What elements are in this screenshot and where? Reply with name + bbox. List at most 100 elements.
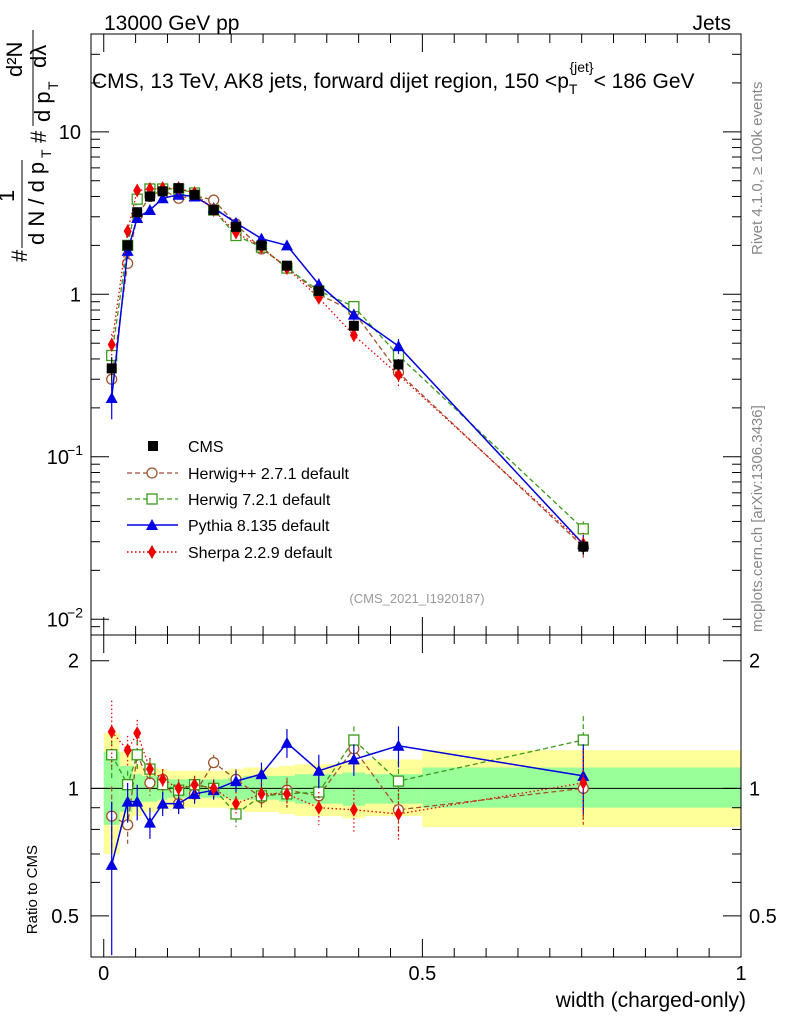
- legend-entry-herwig7: Herwig 7.2.1 default: [127, 492, 331, 509]
- ratio-point-sherpa: [123, 743, 132, 758]
- main-point-sherpa: [394, 367, 403, 382]
- mcplots-label: mcplots.cern.ch [arXiv:1306.3436]: [749, 405, 766, 632]
- main-point-cms: [230, 221, 241, 232]
- main-point-pythia: [280, 239, 293, 251]
- main-y-tick-label: 10: [47, 609, 69, 631]
- ratio-y-tick-label-left: 1: [68, 778, 79, 800]
- ratio-point-sherpa: [394, 806, 403, 821]
- ratio-point-pythia: [105, 858, 118, 870]
- ratio-point-sherpa: [209, 781, 218, 796]
- ratio-plot-frame: [90, 634, 742, 958]
- ratio-point-sherpa: [145, 762, 154, 777]
- ratio-point-pythia: [156, 797, 169, 809]
- x-tick-labels: 0 0.5 1: [98, 963, 746, 985]
- main-y-tick-label-exponent: −1: [67, 442, 83, 458]
- main-point-cms: [144, 191, 155, 202]
- main-point-pythia: [105, 392, 118, 404]
- ratio-point-sherpa: [190, 777, 199, 792]
- legend-marker-cms: [148, 441, 158, 451]
- rivet-label: Rivet 4.1.0, ≥ 100k events: [749, 82, 766, 255]
- plot-title-tail: < 186 GeV: [594, 70, 695, 93]
- ratio-band-inner: [342, 772, 366, 806]
- main-line-pythia: [110, 193, 584, 545]
- legend-entry-cms: CMS: [148, 439, 224, 456]
- ratio-point-sherpa: [579, 775, 588, 790]
- main-point-pythia: [143, 204, 156, 216]
- plot-title: CMS, 13 TeV, AK8 jets, forward dijet reg…: [92, 59, 695, 97]
- main-point-pythia: [131, 211, 144, 223]
- legend-label-sherpa: Sherpa 2.2.9 default: [188, 545, 333, 562]
- legend-marker-pythia: [146, 519, 158, 530]
- ratio-uncertainty-bands: [103, 733, 741, 854]
- legend-entry-sherpa: Sherpa 2.2.9 default: [127, 545, 333, 562]
- ratio-point-sherpa: [158, 772, 167, 787]
- plot-title-main: CMS, 13 TeV, AK8 jets, forward dijet reg…: [92, 70, 569, 93]
- ratio-point-sherpa: [107, 724, 116, 739]
- ratio-point-pythia: [131, 795, 144, 807]
- main-point-pythia: [156, 192, 169, 204]
- x-tick-label: 0.5: [408, 963, 436, 985]
- main-point-cms: [189, 189, 200, 200]
- ratio-point-sherpa: [174, 781, 183, 796]
- ratio-y-tick-label-left: 0.5: [51, 906, 79, 928]
- main-point-sherpa: [133, 183, 142, 198]
- main-point-cms: [106, 363, 117, 374]
- ratio-point-pythia: [188, 787, 201, 799]
- main-point-pythia: [347, 308, 360, 320]
- ratio-y-tick-label-right: 2: [749, 651, 760, 673]
- main-line-herwigpp: [111, 189, 584, 548]
- ratio-y-axis-label: Ratio to CMS: [24, 845, 41, 934]
- category-label: Jets: [692, 12, 731, 35]
- main-line-sherpa: [111, 187, 584, 545]
- ratio-point-pythia: [280, 736, 293, 748]
- ratio-point-sherpa: [349, 802, 358, 817]
- ylabel-den-right: d p: [30, 91, 55, 122]
- ratio-point-pythia: [312, 764, 325, 776]
- legend-entry-pythia: Pythia 8.135 default: [127, 518, 330, 535]
- legend-label-cms: CMS: [188, 439, 224, 456]
- legend-label-herwigpp: Herwig++ 2.7.1 default: [188, 466, 350, 483]
- legend-marker-sherpa: [148, 545, 156, 559]
- x-tick-label: 1: [735, 963, 746, 985]
- main-point-sherpa: [349, 328, 358, 343]
- plot-title-sub: T: [569, 81, 578, 97]
- main-y-axis-label: # 1 d N / d p T # d²N d p T dλ: [0, 30, 61, 262]
- ylabel-den-left: d N / d p: [24, 162, 49, 245]
- ylabel-sub-t-2: T: [45, 81, 61, 90]
- legend-marker-herwig7: [146, 493, 158, 505]
- energy-label: 13000 GeV pp: [104, 12, 239, 35]
- main-series-sherpa: [107, 181, 588, 558]
- legend: CMS Herwig++ 2.7.1 default Herwig 7.2.1 …: [127, 439, 350, 562]
- main-series-cms: [106, 183, 589, 555]
- main-point-cms: [173, 183, 184, 194]
- x-axis-label: width (charged-only): [555, 989, 746, 1012]
- ratio-point-pythia: [392, 739, 405, 751]
- main-point-sherpa: [107, 337, 116, 352]
- main-y-tick-label-exponent: −2: [67, 604, 83, 620]
- main-point-cms: [256, 240, 267, 251]
- ratio-point-sherpa: [231, 796, 240, 811]
- ratio-point-pythia: [347, 753, 360, 765]
- ratio-point-sherpa: [314, 800, 323, 815]
- main-point-cms: [122, 240, 133, 251]
- ratio-point-pythia: [143, 816, 156, 828]
- ratio-point-herwig7: [348, 734, 360, 746]
- main-series-herwigpp: [106, 184, 589, 558]
- legend-label-herwig7: Herwig 7.2.1 default: [188, 492, 331, 509]
- ratio-plot-panel: 0.5 0.5 1 1 2 2 0 0.5 1 Ratio to CMS width (cha…: [24, 634, 777, 1012]
- x-tick-label: 0: [98, 963, 109, 985]
- ylabel-dlambda: dλ: [26, 45, 51, 68]
- ratio-point-sherpa: [282, 786, 291, 801]
- ratio-y-tick-label-left: 2: [68, 651, 79, 673]
- main-point-cms: [393, 359, 404, 370]
- main-point-cms: [313, 285, 324, 296]
- ratio-point-sherpa: [133, 726, 142, 741]
- ratio-point-sherpa: [257, 786, 266, 801]
- main-y-tick-label: 1: [70, 284, 81, 306]
- ratio-point-herwig7: [577, 734, 589, 746]
- ratio-point-herwigpp: [144, 777, 156, 789]
- ratio-y-tick-label-right: 0.5: [749, 906, 777, 928]
